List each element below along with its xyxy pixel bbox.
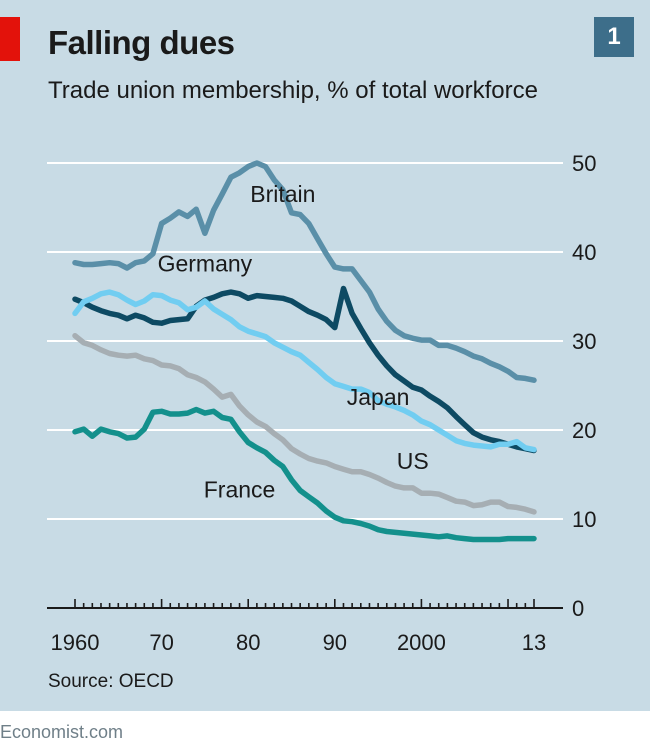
source-note: Source: OECD: [48, 671, 174, 692]
line-chart: 0 10 20 30 40 50 1960 70 80 90 2000 13 Britain Germ…: [47, 151, 596, 655]
y-tick-label-20: 20: [572, 418, 596, 443]
y-tick-label-30: 30: [572, 329, 596, 354]
series-label-britain: Britain: [250, 181, 315, 207]
series-line-britain: [72, 160, 537, 383]
x-tick-label-13: 13: [522, 630, 546, 655]
brand-red-bar: [0, 17, 20, 61]
y-tick-label-40: 40: [572, 240, 596, 265]
x-tick-label-80: 80: [236, 630, 260, 655]
series-line-japan: [72, 289, 537, 453]
x-axis: [47, 599, 563, 609]
series-label-japan: Japan: [347, 384, 410, 410]
series-line-france: [72, 406, 537, 543]
series-label-us: US: [397, 448, 429, 474]
series-line-germany: [72, 285, 537, 454]
x-tick-label-2000: 2000: [397, 630, 446, 655]
x-axis-tick-labels: 1960 70 80 90 2000 13: [51, 630, 547, 655]
credit-text: Economist.com: [0, 722, 124, 742]
series-label-france: France: [204, 477, 276, 503]
gridlines: [47, 162, 563, 520]
chart-title: Falling dues: [48, 24, 235, 61]
x-tick-label-90: 90: [323, 630, 347, 655]
x-tick-label-70: 70: [149, 630, 173, 655]
series-label-germany: Germany: [158, 251, 253, 277]
chart-number-badge: 1: [594, 17, 634, 57]
series-lines: [72, 160, 537, 543]
x-tick-label-1960: 1960: [51, 630, 100, 655]
series-line-us: [72, 332, 537, 515]
y-tick-label-10: 10: [572, 507, 596, 532]
y-tick-label-0: 0: [572, 596, 584, 621]
chart-subtitle: Trade union membership, % of total workf…: [48, 77, 538, 104]
y-tick-label-50: 50: [572, 151, 596, 176]
y-axis-tick-labels: 0 10 20 30 40 50: [572, 151, 596, 621]
series-labels: Britain Germany Japan US France: [158, 181, 429, 502]
